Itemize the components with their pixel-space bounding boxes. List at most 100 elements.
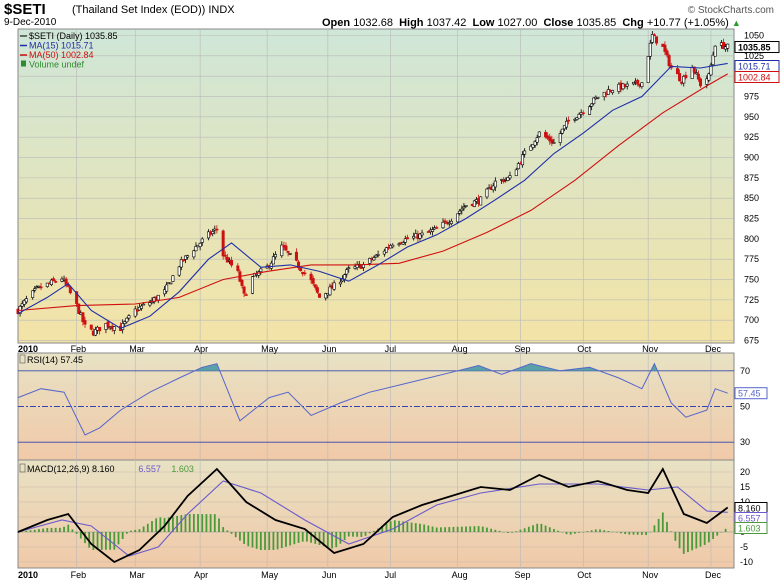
candle-body bbox=[485, 188, 489, 198]
price-y-tick-label: 925 bbox=[744, 132, 759, 142]
macd-x-tick-label: Mar bbox=[129, 570, 145, 580]
macd-histogram-bar bbox=[117, 532, 120, 545]
macd-histogram-bar bbox=[440, 527, 442, 532]
price-x-tick-label: Oct bbox=[577, 344, 592, 354]
macd-histogram-bar bbox=[230, 532, 233, 534]
macd-histogram-bar bbox=[486, 527, 488, 532]
candle-body bbox=[274, 254, 278, 258]
last-value-box bbox=[734, 71, 780, 83]
rsi-overbought-fill bbox=[18, 363, 728, 371]
candle-body bbox=[535, 137, 539, 143]
macd-histogram-bar bbox=[264, 532, 266, 550]
candle-body bbox=[338, 281, 342, 285]
macd-histogram-bar bbox=[553, 529, 555, 532]
macd-histogram-bar bbox=[381, 526, 384, 532]
candle-body bbox=[133, 308, 137, 317]
candle-body bbox=[472, 200, 476, 207]
candle-body bbox=[343, 274, 347, 280]
macd-histogram-bar bbox=[682, 532, 685, 554]
macd-last-value: 1.603 bbox=[738, 524, 761, 534]
candle-body bbox=[77, 303, 81, 314]
candle-body bbox=[462, 206, 466, 209]
quote-bar: Open 1032.68 High 1037.42 Low 1027.00 Cl… bbox=[322, 17, 741, 29]
macd-histogram-bar bbox=[444, 527, 446, 532]
candle-body bbox=[650, 34, 654, 43]
candle-body bbox=[458, 210, 462, 214]
rsi-y-tick-label: 70 bbox=[740, 366, 750, 376]
candle-body bbox=[324, 293, 328, 299]
price-y-tick-label: 875 bbox=[744, 173, 759, 183]
macd-histogram-bar bbox=[352, 532, 354, 537]
macd-histogram-bar bbox=[289, 532, 292, 546]
candle-body bbox=[523, 150, 527, 155]
macd-histogram-bar bbox=[481, 526, 484, 532]
open-label: Open bbox=[322, 17, 351, 29]
macd-last-box bbox=[734, 522, 768, 534]
candle-body bbox=[142, 303, 146, 306]
candle-body bbox=[403, 238, 407, 243]
macd-histogram-bar bbox=[280, 532, 283, 549]
candle-body bbox=[376, 254, 380, 256]
macd-histogram-bar bbox=[33, 529, 36, 532]
macd-histogram-bar bbox=[25, 530, 28, 532]
macd-histogram-bar bbox=[38, 529, 40, 532]
candle-body bbox=[675, 68, 679, 75]
close-value: 1035.85 bbox=[576, 17, 617, 29]
price-legend-entry: Volume undef bbox=[29, 60, 85, 70]
macd-histogram-bar bbox=[159, 517, 162, 532]
macd-legend-entry: 1.603 bbox=[171, 464, 194, 474]
candle-body bbox=[225, 256, 229, 263]
candle-body bbox=[590, 103, 594, 107]
macd-histogram-bar bbox=[594, 529, 597, 532]
candle-body bbox=[112, 326, 116, 331]
candle-body bbox=[441, 221, 445, 229]
macd-histogram-bar bbox=[661, 512, 664, 532]
macd-histogram-bar bbox=[364, 532, 367, 536]
macd-histogram-bar bbox=[565, 532, 568, 535]
macd-histogram-bar bbox=[540, 523, 543, 532]
macd-histogram-bar bbox=[544, 525, 547, 532]
price-x-tick-label: Feb bbox=[71, 344, 87, 354]
candle-body bbox=[259, 268, 263, 272]
macd-histogram-bar bbox=[243, 532, 246, 544]
macd-histogram-bar bbox=[649, 531, 652, 533]
macd-histogram-bar bbox=[393, 520, 396, 532]
close-label: Close bbox=[543, 17, 574, 29]
macd-histogram-bar bbox=[188, 514, 191, 532]
macd-histogram-bar bbox=[259, 532, 262, 550]
candle-body bbox=[449, 220, 453, 224]
macd-histogram-bar bbox=[360, 532, 363, 537]
macd-histogram-bar bbox=[50, 527, 53, 532]
chg-value: +10.77 (+1.05%) bbox=[646, 17, 729, 29]
macd-histogram-bar bbox=[603, 530, 606, 532]
macd-x-tick-label: Oct bbox=[577, 570, 592, 580]
macd-histogram-bar bbox=[297, 532, 300, 543]
macd-histogram-bar bbox=[636, 532, 639, 535]
rsi-last-value: 57.45 bbox=[738, 389, 761, 399]
price-y-tick-label: 1025 bbox=[744, 51, 764, 61]
candle-body bbox=[456, 213, 460, 223]
price-y-tick-label: 800 bbox=[744, 234, 759, 244]
ma15-line bbox=[17, 62, 728, 330]
macd-histogram-bar bbox=[712, 532, 714, 539]
candle-body bbox=[692, 66, 696, 73]
candle-body bbox=[223, 254, 227, 257]
candle-body bbox=[596, 96, 600, 99]
macd-histogram-bar bbox=[561, 532, 564, 533]
candle-body bbox=[384, 247, 388, 253]
candle-body bbox=[550, 139, 554, 144]
macd-histogram-bar bbox=[498, 530, 501, 532]
candle-body bbox=[169, 282, 173, 285]
macd-histogram-bar bbox=[310, 532, 312, 543]
open-value: 1032.68 bbox=[353, 17, 393, 29]
macd-histogram-bar bbox=[105, 532, 107, 550]
macd-histogram-bar bbox=[477, 526, 480, 532]
price-x-tick-label: Sep bbox=[514, 344, 530, 354]
macd-histogram-bar bbox=[339, 532, 342, 544]
candle-body bbox=[506, 177, 510, 181]
price-x-tick-label: Dec bbox=[705, 344, 722, 354]
candle-body bbox=[684, 74, 688, 79]
candle-body bbox=[347, 267, 351, 270]
macd-y-tick-label: -5 bbox=[740, 542, 748, 552]
candle-body bbox=[577, 113, 581, 119]
